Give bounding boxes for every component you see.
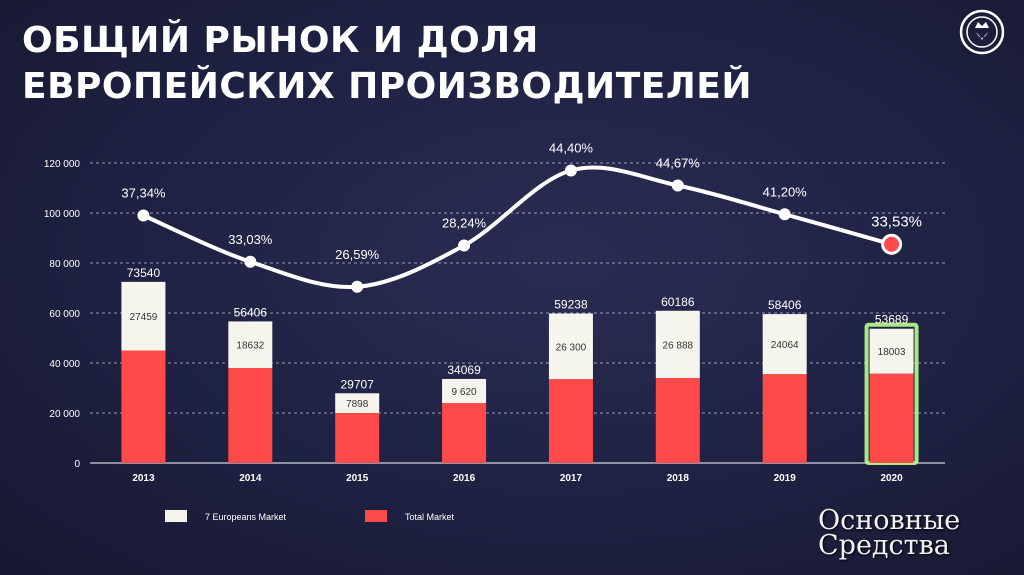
bar-europeans-segment: [548, 313, 593, 380]
share-curve-point: [778, 208, 791, 221]
legend-swatch: [365, 510, 387, 522]
segment-value-label: 18003: [878, 347, 906, 358]
segment-value-label: 27459: [130, 312, 158, 323]
slide-title: ОБЩИЙ РЫНОК И ДОЛЯ ЕВРОПЕЙСКИХ ПРОИЗВОДИ…: [22, 18, 752, 110]
share-percent-label: 41,20%: [763, 184, 808, 199]
segment-value-label: 24064: [771, 340, 799, 351]
bar-europeans-segment: [228, 321, 273, 368]
total-value-label: 53689: [875, 313, 909, 327]
bar-europeans-segment: [335, 393, 380, 413]
share-curve-point: [458, 239, 471, 252]
x-tick-label: 2015: [346, 473, 369, 484]
share-percent-label: 26,59%: [335, 247, 380, 262]
y-tick-label: 20 000: [49, 409, 80, 420]
bar-europeans-segment: [655, 310, 700, 378]
x-tick-label: 2017: [560, 473, 583, 484]
griffin-crown-icon: [959, 9, 1005, 55]
title-line-1: ОБЩИЙ РЫНОК И ДОЛЯ: [22, 20, 539, 61]
total-value-label: 56406: [234, 305, 268, 319]
bar-europeans-segment: [442, 378, 487, 403]
total-value-label: 34069: [447, 363, 481, 377]
bar-total-segment: [869, 373, 914, 463]
share-percent-label: 37,34%: [121, 186, 166, 201]
share-percent-label: 28,24%: [442, 216, 487, 231]
y-tick-label: 60 000: [49, 309, 80, 320]
segment-value-label: 7898: [346, 399, 369, 410]
share-curve-point: [244, 255, 257, 268]
legend-swatch: [165, 510, 187, 522]
bar-total-segment: [228, 368, 273, 463]
share-percent-label: 44,40%: [549, 141, 594, 156]
total-value-label: 59238: [554, 298, 588, 312]
bar-europeans-segment: [869, 328, 914, 374]
y-tick-label: 120 000: [44, 159, 81, 170]
share-percent-label: 44,67%: [656, 156, 701, 171]
segment-value-label: 18632: [236, 341, 264, 352]
total-value-label: 58406: [768, 298, 802, 312]
y-tick-label: 80 000: [49, 259, 80, 270]
x-tick-label: 2016: [453, 473, 476, 484]
watermark-line-1: Основные: [818, 505, 961, 536]
segment-value-label: 26 300: [556, 342, 587, 353]
share-curve-point: [671, 179, 684, 192]
total-value-label: 73540: [127, 266, 161, 280]
share-percent-label: 33,03%: [228, 232, 273, 247]
legend-label: Total Market: [405, 512, 455, 522]
segment-value-label: 26 888: [663, 340, 694, 351]
bar-europeans-segment: [762, 314, 807, 375]
bar-total-segment: [655, 378, 700, 463]
x-tick-label: 2018: [667, 473, 690, 484]
bar-europeans-segment: [121, 281, 166, 351]
share-curve-line: [141, 165, 894, 290]
x-tick-label: 2020: [880, 473, 903, 484]
bar-total-segment: [762, 374, 807, 463]
watermark-line-2: Средства: [818, 530, 950, 561]
watermark: Основные Средства: [818, 505, 961, 561]
share-curve-point: [564, 164, 577, 177]
y-tick-label: 100 000: [44, 209, 81, 220]
total-value-label: 29707: [341, 377, 375, 391]
bar-total-segment: [335, 413, 380, 463]
share-curve-point: [137, 209, 150, 222]
share-curve-point-highlight: [881, 233, 903, 255]
x-tick-label: 2013: [132, 473, 155, 484]
share-percent-label: 33,53%: [871, 213, 922, 230]
x-tick-label: 2014: [239, 473, 262, 484]
y-tick-label: 40 000: [49, 359, 80, 370]
bar-total-segment: [442, 403, 487, 463]
share-curve-point: [351, 280, 364, 293]
legend-label: 7 Europeans Market: [205, 512, 287, 522]
bar-total-segment: [548, 379, 593, 463]
y-tick-label: 0: [74, 459, 80, 470]
segment-value-label: 9 620: [452, 387, 477, 398]
title-line-2: ЕВРОПЕЙСКИХ ПРОИЗВОДИТЕЛЕЙ: [22, 66, 752, 107]
x-tick-label: 2019: [774, 473, 797, 484]
bar-total-segment: [121, 350, 166, 463]
total-value-label: 60186: [661, 295, 695, 309]
